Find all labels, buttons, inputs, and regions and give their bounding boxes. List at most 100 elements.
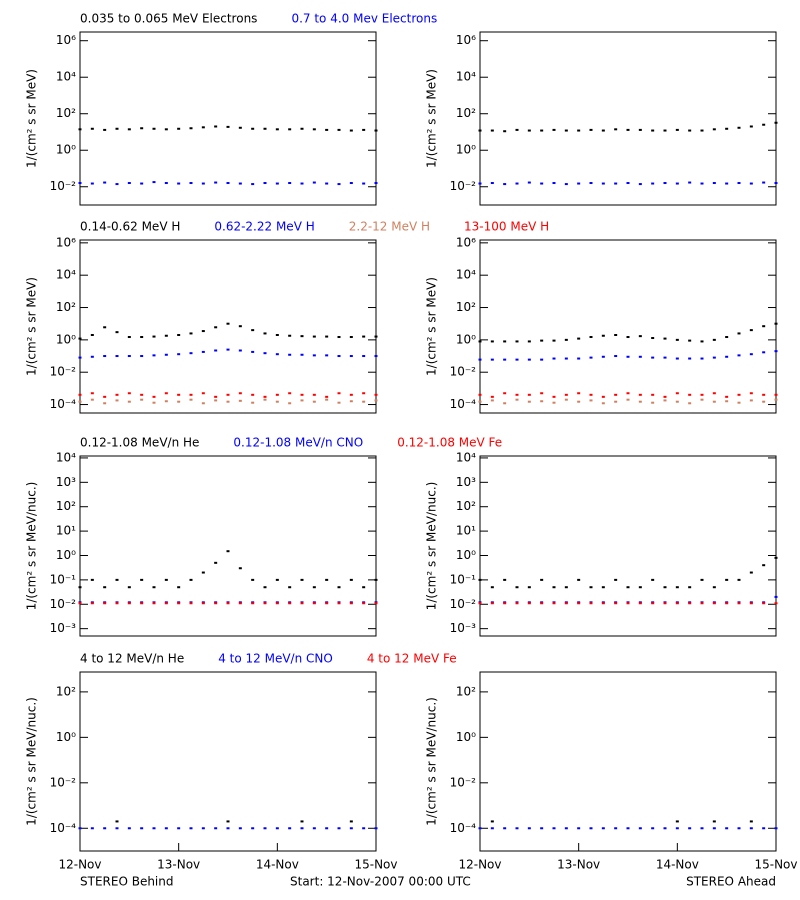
data-point [515,827,519,830]
data-point [90,578,94,581]
data-point [115,578,119,581]
data-point [288,392,292,395]
y-tick-label: 10⁻¹ [50,572,77,586]
data-point [577,182,581,185]
data-point [725,400,729,403]
y-tick-label: 10² [56,684,76,698]
data-point [115,399,119,402]
y-tick-label: 10³ [56,475,76,489]
data-point [201,126,205,129]
data-point [601,355,605,358]
data-point [626,602,630,605]
data-point [725,182,729,185]
data-point [189,332,193,335]
data-point [762,325,766,328]
data-point [564,398,568,401]
x-tick-label: 12-Nov [458,858,501,872]
data-point [552,401,556,404]
data-point [90,355,94,358]
data-point [140,578,144,581]
data-point [201,330,205,333]
x-tick-label: 15-Nov [754,858,797,872]
data-point [189,127,193,130]
data-point [589,128,593,131]
data-point [251,827,255,830]
data-point [127,355,131,358]
data-point [214,399,218,402]
data-point [251,578,255,581]
data-point [201,182,205,185]
data-point [614,578,618,581]
data-point [201,402,205,405]
data-point [214,349,218,352]
data-point [115,827,119,830]
data-point [712,182,716,185]
data-point [226,827,230,830]
data-point [337,602,341,605]
plot-frame [79,671,377,852]
data-point [226,182,230,185]
data-point [349,336,353,339]
data-point [675,357,679,360]
x-tick-label: 14-Nov [256,858,299,872]
data-point [374,827,378,830]
data-point [540,182,544,185]
data-point [688,339,692,342]
data-point [737,126,741,129]
data-point [362,335,366,338]
data-point [675,128,679,131]
data-point [638,393,642,396]
data-point [226,602,230,605]
data-point [90,127,94,130]
data-point [589,393,593,396]
y-tick-label: 10² [56,106,76,120]
y-axis-label: 1/(cm² s sr MeV) [25,277,39,376]
data-point [238,349,242,352]
data-point [127,602,131,605]
data-point [564,393,568,396]
data-point [177,393,181,396]
plot-frame [79,239,377,414]
x-tick-label: 15-Nov [354,858,397,872]
data-point [503,183,507,186]
data-point [503,578,507,581]
plot-frame [79,455,377,637]
data-point [589,399,593,402]
data-point [737,393,741,396]
legend-entry: 13-100 MeV H [464,220,549,234]
data-point [675,820,679,823]
data-point [263,827,267,830]
data-point [527,400,531,403]
data-point [78,586,82,589]
data-point [626,392,630,395]
data-point [577,357,581,360]
data-point [725,395,729,398]
data-point [238,399,242,402]
data-point [164,400,168,403]
data-point [115,355,119,358]
plot-frame [479,671,777,852]
data-point [614,827,618,830]
data-point [614,355,618,358]
data-point [164,578,168,581]
data-point [478,578,482,581]
data-point [712,820,716,823]
y-tick-label: 10⁶ [56,235,76,249]
y-tick-label: 10⁻³ [50,621,77,635]
data-point [164,353,168,356]
data-point [527,586,531,589]
data-point [152,586,156,589]
data-point [737,578,741,581]
data-point [349,400,353,403]
data-point [349,827,353,830]
data-point [90,182,94,185]
data-point [374,399,378,402]
data-point [312,827,316,830]
data-point [503,827,507,830]
data-point [164,128,168,131]
data-point [164,334,168,337]
data-point [564,357,568,360]
data-point [90,398,94,401]
data-point [115,127,119,130]
data-point [312,400,316,403]
